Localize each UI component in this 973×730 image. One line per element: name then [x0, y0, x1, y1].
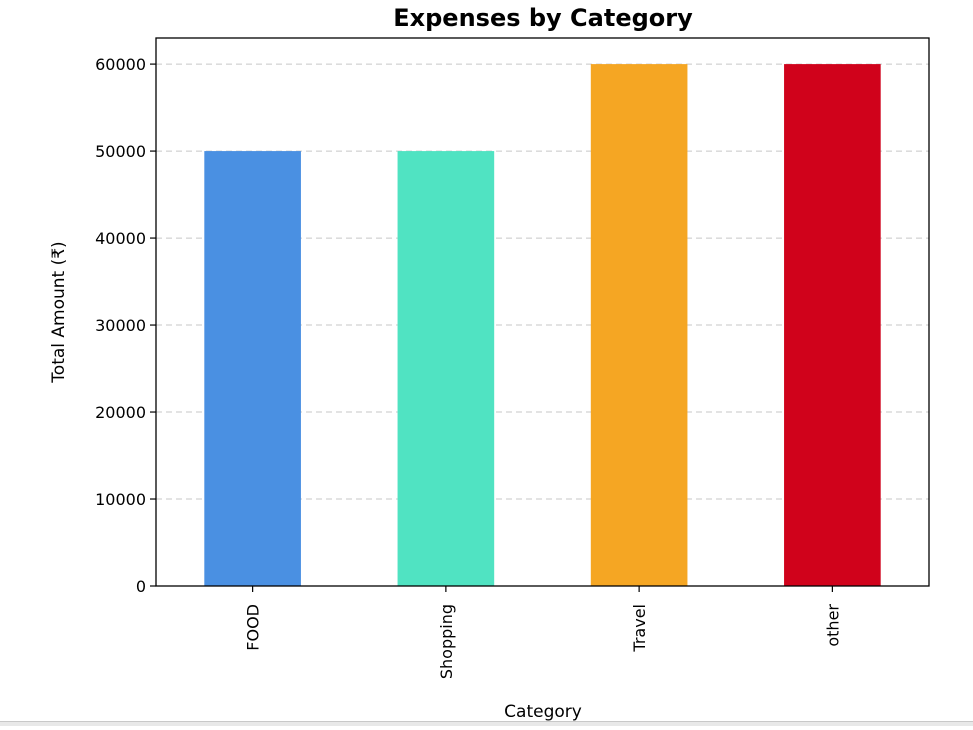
y-ticks: 0 10000 20000 30000 40000 50000 60000 — [95, 55, 156, 596]
x-axis-label: Category — [504, 702, 582, 722]
plot-frame — [155, 37, 930, 587]
x-tick-label: Shopping — [437, 604, 456, 679]
bar-travel — [590, 64, 688, 587]
x-ticks: FOOD Shopping Travel other — [244, 586, 842, 679]
bar-other — [784, 64, 881, 587]
y-tick-label: 50000 — [95, 142, 146, 161]
bars — [204, 64, 881, 587]
window-bottom-edge — [0, 721, 973, 726]
y-tick-label: 0 — [136, 577, 146, 596]
y-tick-label: 40000 — [95, 229, 146, 248]
y-axis-label: Total Amount (₹) — [49, 241, 69, 383]
y-tick-label: 20000 — [95, 403, 146, 422]
bar-food — [204, 151, 301, 587]
x-tick-label: Travel — [630, 604, 649, 653]
x-tick-label: FOOD — [244, 604, 263, 651]
bar-shopping — [397, 151, 495, 587]
x-tick-label: other — [823, 604, 842, 647]
y-tick-label: 60000 — [95, 55, 146, 74]
chart-title: Expenses by Category — [393, 4, 693, 32]
y-tick-label: 30000 — [95, 316, 146, 335]
y-tick-label: 10000 — [95, 490, 146, 509]
